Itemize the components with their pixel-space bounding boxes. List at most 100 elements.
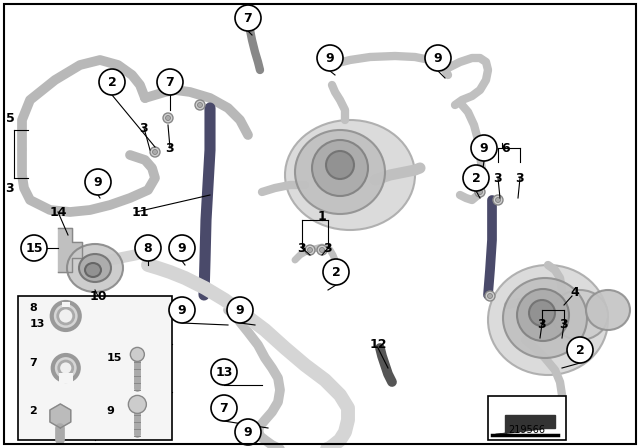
Text: 9: 9	[244, 426, 252, 439]
Text: 2: 2	[29, 406, 37, 416]
Circle shape	[471, 135, 497, 161]
Circle shape	[425, 45, 451, 71]
Text: 13: 13	[29, 319, 45, 329]
Circle shape	[129, 396, 147, 414]
Polygon shape	[50, 404, 71, 428]
Ellipse shape	[79, 254, 111, 282]
Text: 11: 11	[131, 206, 148, 219]
Text: 8: 8	[144, 241, 152, 254]
Bar	[59, 373, 73, 383]
Circle shape	[477, 190, 483, 194]
Text: 3: 3	[324, 241, 332, 254]
Circle shape	[157, 69, 183, 95]
Text: 9: 9	[236, 303, 244, 316]
Circle shape	[131, 347, 145, 362]
Circle shape	[495, 198, 500, 202]
Circle shape	[169, 297, 195, 323]
Circle shape	[485, 291, 495, 301]
Text: 2: 2	[575, 344, 584, 357]
Text: 3: 3	[166, 142, 174, 155]
Text: 13: 13	[215, 366, 233, 379]
Ellipse shape	[488, 265, 608, 375]
Text: 15: 15	[106, 353, 122, 363]
Text: 7: 7	[166, 76, 174, 89]
Circle shape	[198, 103, 202, 108]
Text: 3: 3	[516, 172, 524, 185]
Circle shape	[163, 113, 173, 123]
Circle shape	[59, 361, 73, 375]
Text: 7: 7	[29, 358, 37, 368]
Ellipse shape	[529, 300, 555, 326]
Circle shape	[211, 395, 237, 421]
Text: 8: 8	[29, 303, 37, 313]
Circle shape	[52, 302, 80, 330]
Circle shape	[317, 45, 343, 71]
Circle shape	[211, 359, 237, 385]
Text: 9: 9	[480, 142, 488, 155]
Circle shape	[488, 293, 493, 298]
Circle shape	[152, 150, 157, 155]
Circle shape	[150, 147, 160, 157]
Circle shape	[235, 5, 261, 31]
Circle shape	[493, 195, 503, 205]
Text: 3: 3	[560, 318, 568, 331]
Circle shape	[317, 245, 327, 255]
Circle shape	[227, 297, 253, 323]
Circle shape	[135, 235, 161, 261]
Circle shape	[323, 259, 349, 285]
Circle shape	[235, 419, 261, 445]
Polygon shape	[495, 415, 555, 434]
Text: 1: 1	[317, 210, 326, 223]
Text: 9: 9	[326, 52, 334, 65]
Text: 2: 2	[332, 266, 340, 279]
Text: 15: 15	[25, 241, 43, 254]
Text: 4: 4	[571, 287, 579, 300]
Text: 9: 9	[93, 176, 102, 189]
Circle shape	[85, 169, 111, 195]
Circle shape	[169, 235, 195, 261]
Text: 7: 7	[244, 12, 252, 25]
Bar	[18, 296, 172, 440]
Text: 14: 14	[49, 206, 67, 219]
Bar	[61, 302, 70, 307]
Polygon shape	[58, 228, 82, 272]
Ellipse shape	[312, 140, 368, 196]
Text: 2: 2	[472, 172, 481, 185]
Text: 9: 9	[434, 52, 442, 65]
Text: 12: 12	[369, 339, 387, 352]
Ellipse shape	[67, 244, 123, 292]
Circle shape	[99, 69, 125, 95]
Circle shape	[52, 355, 79, 381]
Text: 5: 5	[6, 112, 14, 125]
Text: 10: 10	[89, 289, 107, 302]
Circle shape	[305, 245, 315, 255]
Ellipse shape	[552, 290, 608, 340]
Ellipse shape	[326, 151, 354, 179]
Circle shape	[195, 100, 205, 110]
Circle shape	[307, 247, 312, 253]
Text: 9: 9	[178, 303, 186, 316]
Circle shape	[58, 308, 74, 324]
Circle shape	[567, 337, 593, 363]
Circle shape	[463, 165, 489, 191]
Circle shape	[319, 247, 324, 253]
Text: 7: 7	[220, 401, 228, 414]
Text: 219566: 219566	[509, 425, 545, 435]
Circle shape	[166, 116, 170, 121]
Ellipse shape	[285, 120, 415, 230]
Ellipse shape	[503, 278, 587, 358]
Ellipse shape	[586, 290, 630, 330]
Ellipse shape	[295, 130, 385, 214]
Circle shape	[21, 235, 47, 261]
Text: 3: 3	[493, 172, 502, 185]
Ellipse shape	[517, 289, 569, 341]
Text: 3: 3	[140, 121, 148, 134]
Text: 3: 3	[298, 241, 307, 254]
Text: 6: 6	[502, 142, 510, 155]
Text: 9: 9	[106, 406, 115, 416]
Text: 3: 3	[6, 181, 14, 194]
Bar	[488, 396, 566, 440]
Circle shape	[475, 187, 485, 197]
Text: 2: 2	[108, 76, 116, 89]
Ellipse shape	[85, 263, 101, 277]
